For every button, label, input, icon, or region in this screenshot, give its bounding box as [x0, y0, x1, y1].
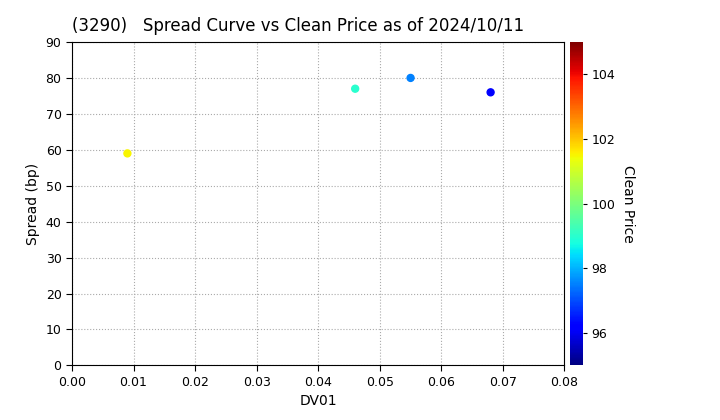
- Point: [349, 85, 361, 92]
- Point: [122, 150, 133, 157]
- Point: [485, 89, 496, 96]
- Text: (3290)   Spread Curve vs Clean Price as of 2024/10/11: (3290) Spread Curve vs Clean Price as of…: [72, 17, 524, 35]
- Y-axis label: Spread (bp): Spread (bp): [26, 163, 40, 245]
- X-axis label: DV01: DV01: [300, 394, 337, 408]
- Point: [405, 75, 416, 81]
- Y-axis label: Clean Price: Clean Price: [621, 165, 635, 243]
